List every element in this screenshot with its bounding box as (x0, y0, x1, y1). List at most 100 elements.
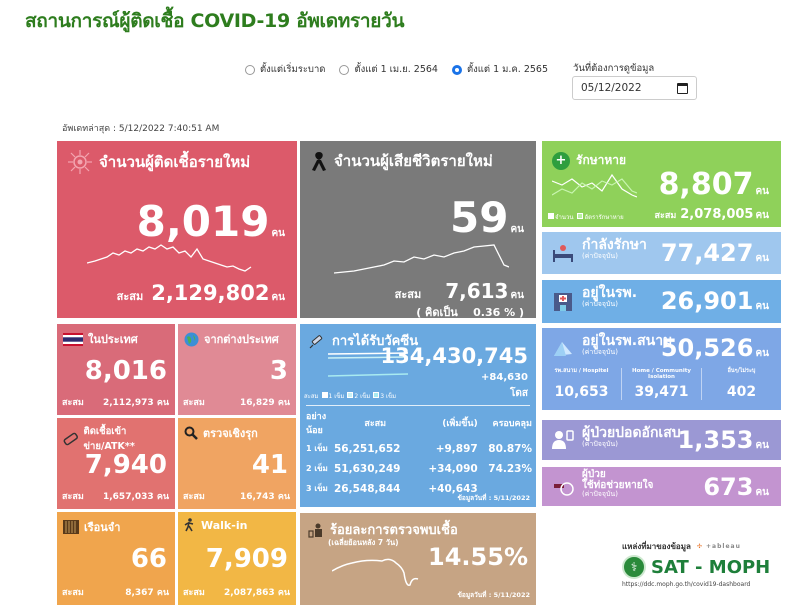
abroad-value: 3 (269, 356, 288, 386)
unit-label: คน (271, 292, 285, 303)
current-value-note: (ค่าปัจจุบัน) (582, 299, 618, 308)
thai-flag-icon (63, 332, 83, 346)
deaths-cumulative: สะสม 7,613 คน (395, 279, 524, 303)
vaccine-card: การได้รับวัคซีน 134,430,745 +84,630 โดส … (300, 324, 536, 507)
recovered-legend: จำนวน อัตรารักษาหาย (548, 212, 624, 222)
domestic-tile: ในประเทศ 8,016 สะสม 2,112,973 คน (57, 324, 175, 415)
cumulative-number: 2,087,863 (223, 588, 275, 598)
unit-label: คน (271, 228, 285, 239)
vaccine-header: การได้รับวัคซีน (308, 330, 418, 351)
patient-iv-icon (552, 430, 574, 449)
deaths-header: จำนวนผู้เสียชีวิตรายใหม่ (310, 149, 493, 173)
deaths-card: จำนวนผู้เสียชีวิตรายใหม่ 59 คน สะสม 7,613 ค… (300, 141, 536, 318)
ventilator-value: 673 คน (703, 473, 769, 501)
treating-label: กำลังรักษา (ค่าปัจจุบัน) (582, 238, 647, 260)
brand-row: ⚕ SAT - MOPH (622, 555, 782, 579)
domestic-title: ในประเทศ (88, 333, 138, 346)
increase-cell: +34,090 (428, 462, 478, 475)
radio-label: ตั้งแต่ 1 ม.ค. 2565 (466, 64, 548, 75)
atk-title: ติดเชื้อเข้าข่าย/ATK** (83, 426, 135, 452)
breakdown-home-isolation: Home / Community Isolation 39,471 (621, 368, 701, 400)
radio-since-apr-2564[interactable]: ตั้งแต่ 1 เม.ย. 2564 (339, 62, 438, 77)
new-cases-cumulative: สะสม 2,129,802 คน (117, 281, 285, 305)
calendar-icon[interactable] (677, 82, 688, 94)
unit-label: คน (277, 398, 290, 408)
cumulative-number: 16,829 (239, 398, 275, 408)
pneumonia-title: ผู้ป่วยปอดอักเสบ (582, 425, 681, 441)
vaccine-legend: สะสม 1 เข็ม 2 เข็ม 3 เข็ม (304, 391, 396, 401)
breakdown-value: 402 (726, 384, 757, 400)
source-url[interactable]: https://ddc.moph.go.th/covid19-dashboard (622, 581, 751, 588)
cumulative-label: สะสม (654, 211, 677, 221)
increase-cell: +9,897 (435, 442, 478, 455)
recovered-value: 8,807 คน (659, 167, 769, 202)
tableau-icon: ✣ (696, 543, 703, 550)
moph-emblem-icon: ⚕ (622, 555, 646, 579)
deaths-value: 59 คน (450, 193, 524, 242)
ventilator-icon (554, 482, 574, 496)
positivity-header: ร้อยละการตรวจพบเชื้อ (308, 519, 458, 540)
recovered-sparkline (552, 173, 637, 198)
source-label: แหล่งที่มาของข้อมูล (622, 542, 691, 551)
search-icon (184, 426, 198, 440)
radio-since-jan-2565[interactable]: ตั้งแต่ 1 ม.ค. 2565 (451, 62, 548, 77)
walk-in-title: Walk-in (201, 518, 248, 532)
hospital-building-icon (554, 293, 572, 311)
legend-item: 1 เข็ม (321, 391, 344, 401)
date-value: 05/12/2022 (581, 82, 642, 94)
legend-item: จำนวน (548, 212, 573, 222)
atk-value: 7,940 (84, 450, 167, 480)
medical-cross-icon: + (552, 151, 570, 170)
pneumonia-label: ผู้ป่วยปอดอักเสบ (ค่าปัจจุบัน) (582, 426, 681, 448)
abroad-tile: จากต่างประเทศ 3 สะสม 16,829 คน (178, 324, 296, 415)
breakdown-hospitel: รพ.สนาม / Hospitel 10,653 (542, 368, 621, 400)
coverage-cell: 74.23% (488, 462, 532, 475)
walk-in-value: 7,909 (205, 544, 288, 574)
positivity-as-of: ข้อมูลวันที่ : 5/11/2022 (457, 591, 530, 599)
breakdown-value: 39,471 (634, 384, 689, 400)
current-value-note: (ค่าปัจจุบัน) (582, 347, 618, 356)
new-cases-header: จำนวนผู้ติดเชื้อรายใหม่ (67, 149, 250, 175)
treating-title: กำลังรักษา (582, 237, 647, 253)
breakdown-label: อื่นๆ/ไม่ระบุ (727, 368, 756, 374)
field-hospital-label: อยู่ในรพ.สนาม (ค่าปัจจุบัน) (582, 334, 672, 356)
percent-value: 0.36 % ) (473, 306, 524, 318)
coverage-cell: 80.87% (488, 442, 532, 455)
total-cell: 56,251,652 (334, 442, 401, 455)
cumulative-label: สะสม (62, 398, 84, 408)
radio-icon[interactable] (245, 64, 255, 75)
column-header: (เพิ่มขึ้น) (442, 419, 478, 429)
unit-label: คน (755, 210, 769, 221)
active-screening-header: ตรวจเชิงรุก (184, 424, 258, 442)
cumulative-label: สะสม (116, 290, 144, 303)
date-range-filter: ตั้งแต่เริ่มระบาด ตั้งแต่ 1 เม.ย. 2564 ต… (245, 62, 548, 77)
radio-selected-icon[interactable] (451, 64, 462, 75)
prison-cumulative: สะสม 8,367 คน (62, 585, 169, 599)
unit-label: คน (510, 224, 524, 235)
black-ribbon-icon (312, 152, 326, 171)
hospital-value: 26,901 คน (661, 287, 769, 315)
breakdown-other: อื่นๆ/ไม่ระบุ 402 (701, 368, 781, 400)
prison-header: เรือนจำ (63, 518, 120, 536)
ventilator-number: 673 (703, 473, 754, 501)
cumulative-label: สะสม (394, 288, 422, 301)
data-source: แหล่งที่มาของข้อมูล ✣ +ableau ⚕ SAT - MOP… (622, 540, 782, 588)
recovered-header: + รักษาหาย (552, 151, 626, 170)
walking-person-icon (184, 518, 194, 532)
date-input[interactable]: 05/12/2022 (572, 76, 697, 100)
total-cell: 26,548,844 (334, 482, 401, 495)
dose-cell: 1 เข็ม (306, 444, 328, 453)
syringe-icon (309, 334, 323, 348)
field-hospital-breakdown: รพ.สนาม / Hospitel 10,653 Home / Communit… (542, 368, 781, 400)
positivity-subtitle: (เฉลี่ยย้อนหลัง 7 วัน) (328, 538, 399, 547)
ventilator-title-line1: ผู้ป่วย (582, 469, 606, 480)
radio-icon[interactable] (339, 64, 350, 75)
radio-since-outbreak[interactable]: ตั้งแต่เริ่มระบาด (245, 62, 325, 77)
domestic-cumulative: สะสม 2,112,973 คน (62, 395, 169, 409)
divider (306, 405, 530, 406)
tableau-text: +ableau (706, 543, 741, 550)
current-value-note: (ค่าปัจจุบัน) (582, 251, 618, 260)
cumulative-label: สะสม (62, 588, 84, 598)
new-cases-number: 8,019 (136, 197, 270, 246)
unit-label: คน (755, 253, 769, 264)
